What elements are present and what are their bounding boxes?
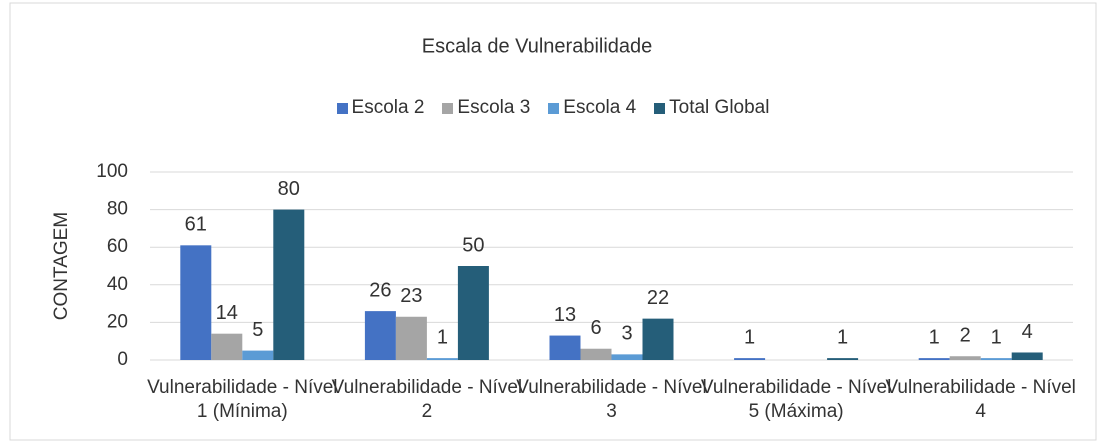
data-label: 6: [590, 317, 601, 339]
data-label: 50: [462, 234, 484, 256]
data-label: 14: [216, 302, 238, 324]
legend: Escola 2 Escola 3 Escola 4 Total Global: [0, 97, 1106, 119]
bar: [827, 358, 859, 360]
data-label: 61: [185, 214, 207, 236]
legend-label: Escola 2: [351, 97, 425, 118]
y-tick-label: 100: [96, 161, 128, 182]
bar: [242, 350, 274, 360]
data-label: 22: [647, 287, 669, 309]
chart-frame: [9, 2, 1097, 441]
bar: [180, 245, 212, 360]
legend-item: Escola 2: [336, 97, 425, 119]
y-tick-label: 20: [107, 311, 128, 332]
legend-item: Escola 4: [548, 97, 636, 119]
data-label: 1: [437, 326, 448, 348]
data-label: 3: [621, 323, 632, 345]
bar: [395, 316, 427, 360]
x-tick-label: Vulnerabilidade - Nível 2: [331, 377, 523, 422]
bar: [949, 356, 981, 360]
legend-item: Escola 3: [442, 97, 530, 119]
bar: [549, 335, 581, 360]
bar: [364, 311, 396, 360]
x-tick-label: Vulnerabilidade - Nível 4: [885, 377, 1076, 422]
data-label: 1: [837, 326, 848, 348]
legend-swatch: [654, 102, 666, 114]
data-label: 26: [369, 279, 391, 301]
bar: [580, 348, 612, 360]
y-tick-label: 80: [107, 199, 128, 220]
y-axis-label: CONTAGEM: [51, 212, 72, 320]
legend-swatch: [442, 102, 454, 114]
data-label: 2: [960, 325, 971, 347]
legend-swatch: [336, 102, 348, 114]
bar: [211, 333, 243, 360]
bar: [734, 358, 766, 360]
bar: [611, 354, 643, 360]
y-tick-label: 0: [117, 349, 128, 370]
chart-title: Escala de Vulnerabilidade: [422, 35, 653, 57]
data-label: 1: [991, 326, 1002, 348]
x-tick-label: Vulnerabilidade - Nível 5 (Máxima): [700, 377, 892, 422]
data-label: 1: [744, 326, 755, 348]
data-label: 23: [400, 285, 422, 307]
y-tick-label: 60: [107, 236, 128, 257]
legend-item: Total Global: [654, 97, 769, 119]
bar: [980, 358, 1012, 360]
x-tick-label: Vulnerabilidade - Nível 1 (Mínima): [147, 377, 338, 422]
bar: [642, 318, 674, 360]
legend-label: Total Global: [669, 97, 770, 118]
x-tick-label: Vulnerabilidade - Nível 3: [516, 377, 707, 422]
data-label: 5: [252, 319, 263, 341]
legend-label: Escola 3: [457, 97, 531, 118]
bar: [1011, 352, 1043, 360]
bar: [457, 266, 489, 360]
y-tick-label: 40: [107, 274, 128, 295]
bar: [918, 358, 950, 360]
bar: [273, 209, 305, 360]
data-label: 1: [929, 326, 940, 348]
bar: [426, 358, 458, 360]
legend-swatch: [548, 102, 560, 114]
data-label: 13: [554, 304, 576, 326]
data-label: 4: [1022, 321, 1033, 343]
legend-label: Escola 4: [563, 97, 637, 118]
data-label: 80: [278, 178, 300, 200]
